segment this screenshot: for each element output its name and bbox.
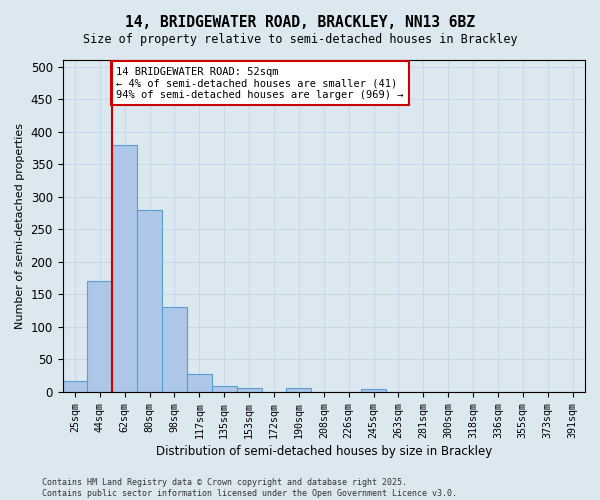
Text: 14, BRIDGEWATER ROAD, BRACKLEY, NN13 6BZ: 14, BRIDGEWATER ROAD, BRACKLEY, NN13 6BZ: [125, 15, 475, 30]
Text: Size of property relative to semi-detached houses in Brackley: Size of property relative to semi-detach…: [83, 32, 517, 46]
Bar: [236, 388, 262, 392]
Text: 14 BRIDGEWATER ROAD: 52sqm
← 4% of semi-detached houses are smaller (41)
94% of : 14 BRIDGEWATER ROAD: 52sqm ← 4% of semi-…: [116, 66, 404, 100]
Text: Contains HM Land Registry data © Crown copyright and database right 2025.
Contai: Contains HM Land Registry data © Crown c…: [42, 478, 457, 498]
Y-axis label: Number of semi-detached properties: Number of semi-detached properties: [15, 123, 25, 329]
Bar: [137, 210, 162, 392]
Bar: [88, 281, 112, 392]
Bar: [212, 386, 236, 392]
Bar: [62, 381, 88, 392]
Bar: [361, 388, 386, 392]
Bar: [187, 374, 212, 392]
Bar: [286, 388, 311, 392]
Bar: [112, 144, 137, 392]
X-axis label: Distribution of semi-detached houses by size in Brackley: Distribution of semi-detached houses by …: [155, 444, 492, 458]
Bar: [162, 307, 187, 392]
